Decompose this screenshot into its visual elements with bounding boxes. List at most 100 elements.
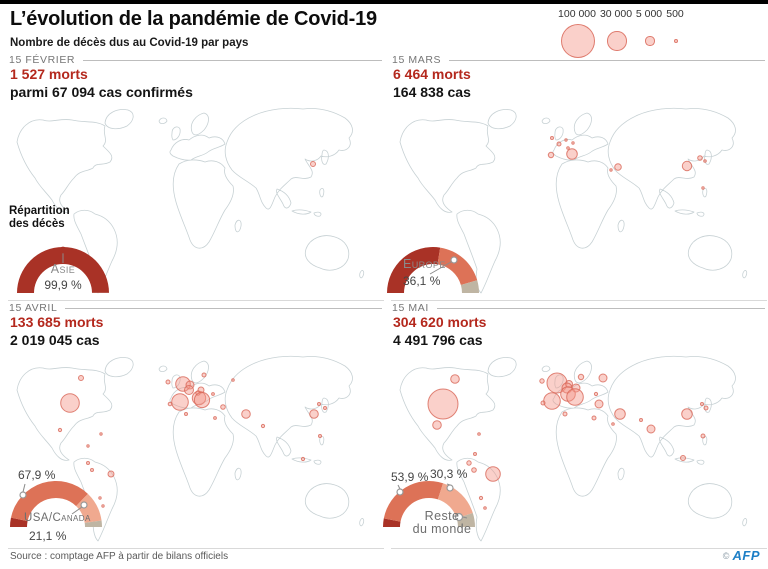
- afp-credit: © AFP: [723, 548, 760, 563]
- cases-count: 164 838 cas: [393, 84, 471, 100]
- death-count-bubble: [86, 461, 90, 465]
- death-count-bubble: [562, 411, 568, 417]
- death-count-bubble: [550, 136, 554, 140]
- panel-15-mai: 15 MAI 304 620 morts 4 491 796 cas 53,9 …: [383, 300, 767, 549]
- death-count-bubble: [540, 400, 546, 406]
- death-count-bubble: [57, 427, 63, 433]
- deaths-count: 304 620 morts: [393, 314, 487, 330]
- legend-bubble: [673, 38, 679, 44]
- death-count-bubble: [566, 148, 578, 160]
- death-count-bubble: [681, 160, 693, 172]
- donut-percent-usa: 30,3 %: [430, 467, 468, 481]
- death-count-bubble: [107, 470, 115, 478]
- death-count-bubble: [566, 146, 570, 150]
- deaths-count: 6 464 morts: [393, 66, 471, 82]
- death-count-bubble: [201, 372, 207, 378]
- donut-region-line1: Reste: [424, 509, 460, 523]
- death-count-bubble: [310, 161, 316, 167]
- death-count-bubble: [700, 402, 704, 406]
- header-rule: [83, 59, 382, 61]
- death-count-bubble: [323, 406, 327, 410]
- afp-logo: AFP: [732, 548, 760, 563]
- donut-heading-line2: des décès: [9, 218, 65, 230]
- death-count-bubble: [614, 163, 622, 171]
- death-count-bubble: [539, 378, 545, 384]
- death-count-bubble: [565, 380, 573, 388]
- death-count-bubble: [184, 385, 194, 395]
- death-count-bubble: [300, 456, 306, 462]
- legend-value-label: 30 000: [599, 8, 633, 20]
- panel-15-avril: 15 AVRIL 133 685 morts 2 019 045 cas 67,…: [8, 300, 384, 549]
- panel-15-mars: 15 MARS 6 464 morts 164 838 cas Europe 3…: [387, 52, 767, 301]
- death-count-bubble: [427, 388, 459, 420]
- death-count-bubble: [98, 496, 102, 500]
- header-rule: [449, 59, 765, 61]
- donut-region-label: Asie: [50, 262, 76, 276]
- death-count-bubble: [477, 432, 481, 436]
- donut-percent-label: 21,1 %: [29, 529, 67, 543]
- death-count-bubble: [165, 379, 171, 385]
- death-count-bubble: [231, 378, 235, 382]
- death-count-bubble: [184, 412, 188, 416]
- panel-date: 15 MARS: [392, 54, 442, 66]
- legend-bubble: [607, 31, 627, 51]
- death-count-bubble: [309, 409, 319, 419]
- deaths-count: 133 685 morts: [10, 314, 104, 330]
- page-subtitle: Nombre de décès dus au Covid-19 par pays: [10, 37, 249, 49]
- legend-bubble: [561, 24, 595, 58]
- world-map-april: [16, 355, 365, 542]
- panel-header: 15 MAI: [392, 302, 765, 314]
- death-count-bubble: [167, 401, 173, 407]
- cases-count: parmi 67 094 cas confirmés: [10, 84, 193, 100]
- header-rule: [436, 307, 765, 309]
- death-count-bubble: [598, 373, 608, 383]
- donut-percent-label: 99,9 %: [44, 278, 82, 292]
- world-map-february: [16, 107, 365, 294]
- bubble-size-legend: 100 000 30 000 5 000 500: [548, 4, 764, 60]
- page-title: L’évolution de la pandémie de Covid-19: [10, 8, 377, 30]
- death-count-bubble: [703, 159, 707, 163]
- death-count-bubble: [697, 155, 703, 161]
- legend-value-label: 500: [666, 8, 684, 20]
- death-count-bubble: [171, 393, 189, 411]
- world-map-march: [399, 107, 748, 294]
- death-count-bubble: [556, 141, 562, 147]
- panel-date: 15 AVRIL: [9, 302, 58, 314]
- death-count-bubble: [78, 375, 84, 381]
- death-count-bubble: [317, 402, 321, 406]
- donut-region-line2: du monde: [412, 522, 472, 536]
- death-count-bubble: [86, 444, 90, 448]
- death-count-bubble: [571, 383, 581, 393]
- copyright-symbol: ©: [722, 551, 730, 561]
- death-count-bubble: [478, 495, 484, 501]
- death-count-bubble: [639, 418, 643, 422]
- donut-percent-europe: 67,9 %: [18, 468, 56, 482]
- death-count-bubble: [591, 415, 597, 421]
- death-count-bubble: [220, 404, 226, 410]
- panel-date: 15 MAI: [392, 302, 429, 314]
- death-count-bubble: [594, 399, 604, 409]
- death-count-bubble: [564, 138, 568, 142]
- death-count-bubble: [609, 168, 613, 172]
- death-count-bubble: [471, 467, 477, 473]
- death-count-bubble: [450, 374, 460, 384]
- death-count-bubble: [547, 151, 555, 159]
- panel-header: 15 FÉVRIER: [9, 54, 382, 66]
- death-count-bubble: [485, 466, 501, 482]
- death-count-bubble: [577, 373, 585, 381]
- death-count-bubble: [260, 423, 266, 429]
- death-count-bubble: [466, 460, 472, 466]
- death-count-bubble: [566, 388, 584, 406]
- death-count-bubble: [318, 434, 322, 438]
- legend-value-label: 5 000: [635, 8, 663, 20]
- death-count-bubble: [681, 408, 693, 420]
- death-count-bubble: [193, 391, 211, 409]
- death-count-bubble: [680, 455, 686, 461]
- cases-count: 2 019 045 cas: [10, 332, 100, 348]
- donut-heading-line1: Répartition: [9, 205, 70, 217]
- panel-header: 15 MARS: [392, 54, 765, 66]
- death-count-bubble: [60, 393, 80, 413]
- deaths-count: 1 527 morts: [10, 66, 88, 82]
- legend-value-label: 100 000: [558, 8, 596, 20]
